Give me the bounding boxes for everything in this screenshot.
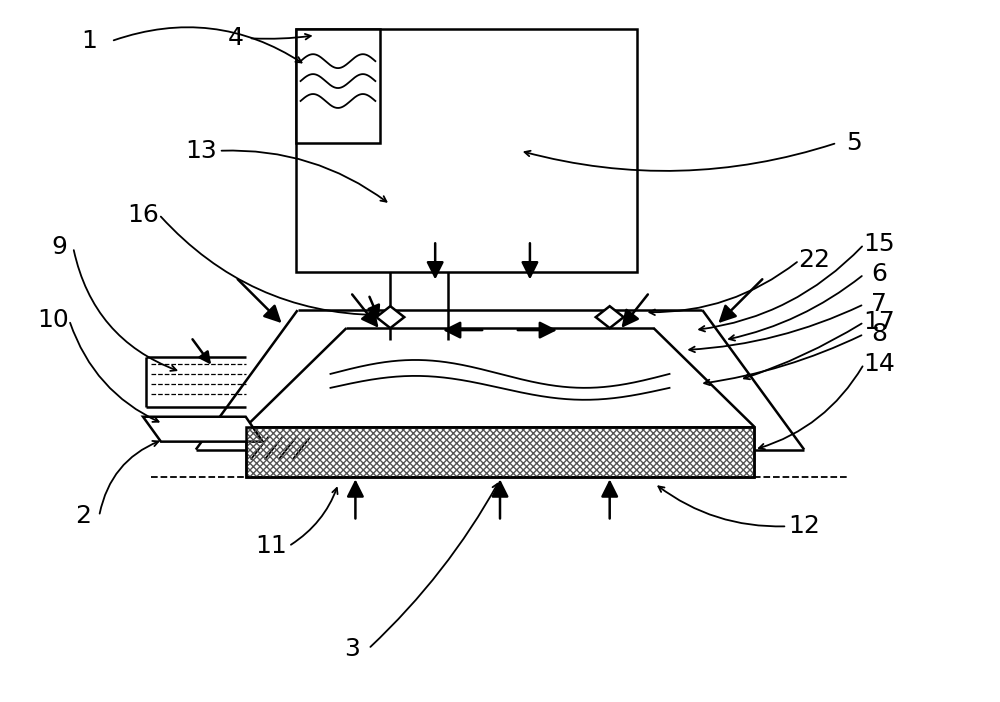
Text: 12: 12 <box>788 515 820 538</box>
Bar <box>246 427 754 477</box>
Text: 6: 6 <box>871 263 887 286</box>
Text: 3: 3 <box>344 637 360 661</box>
Text: 15: 15 <box>863 232 895 256</box>
Polygon shape <box>596 306 624 328</box>
Bar <box>246 427 754 477</box>
Text: 9: 9 <box>51 235 67 260</box>
Text: 22: 22 <box>798 249 830 272</box>
Text: 4: 4 <box>228 26 244 51</box>
Text: 7: 7 <box>871 292 887 316</box>
Text: 17: 17 <box>863 310 895 334</box>
Text: 1: 1 <box>81 29 97 53</box>
Text: 16: 16 <box>127 203 159 227</box>
Polygon shape <box>143 417 263 442</box>
Text: 10: 10 <box>37 308 69 332</box>
Bar <box>246 427 754 477</box>
Bar <box>296 29 637 272</box>
Polygon shape <box>376 306 404 328</box>
Bar <box>296 29 380 143</box>
Text: 11: 11 <box>255 534 287 558</box>
Text: 8: 8 <box>871 322 887 346</box>
Text: 14: 14 <box>863 352 895 376</box>
Text: 5: 5 <box>846 131 862 155</box>
Text: 13: 13 <box>185 139 217 163</box>
Text: 2: 2 <box>75 504 91 529</box>
